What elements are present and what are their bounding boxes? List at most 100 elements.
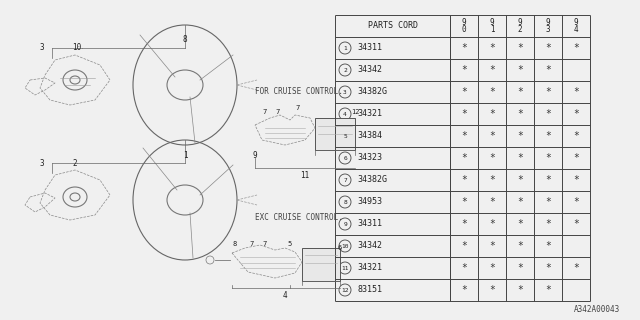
Text: 9
3: 9 3 [546,18,550,35]
Text: 12: 12 [341,287,349,292]
Text: *: * [545,87,551,97]
Text: *: * [545,131,551,141]
Text: 34311: 34311 [357,44,382,52]
Text: 7: 7 [250,241,254,247]
Text: *: * [489,65,495,75]
Text: *: * [545,109,551,119]
Text: 34953: 34953 [357,197,382,206]
Text: *: * [573,197,579,207]
Text: 4: 4 [343,111,347,116]
Text: *: * [461,65,467,75]
Text: FOR CRUISE CONTROL.: FOR CRUISE CONTROL. [255,87,343,97]
Text: *: * [461,285,467,295]
Text: 4: 4 [283,291,287,300]
Text: *: * [489,43,495,53]
Text: *: * [461,241,467,251]
Text: *: * [545,43,551,53]
Text: *: * [489,219,495,229]
Text: 34321: 34321 [357,263,382,273]
Text: *: * [517,241,523,251]
Text: 9
1: 9 1 [490,18,494,35]
Text: *: * [489,241,495,251]
Text: *: * [461,219,467,229]
Bar [302,248,340,281]
Text: 3: 3 [343,90,347,94]
Text: 34321: 34321 [357,109,382,118]
Text: 6: 6 [343,156,347,161]
Text: 8: 8 [233,241,237,247]
Text: *: * [517,43,523,53]
Text: *: * [461,43,467,53]
Text: *: * [489,263,495,273]
Text: *: * [517,65,523,75]
Text: 3: 3 [40,158,44,167]
Text: *: * [545,263,551,273]
Text: *: * [545,153,551,163]
Text: *: * [573,109,579,119]
Text: *: * [545,241,551,251]
Text: *: * [517,87,523,97]
Text: 83151: 83151 [357,285,382,294]
Text: *: * [573,43,579,53]
Text: PARTS CORD: PARTS CORD [367,21,417,30]
Text: 6: 6 [338,245,342,251]
Text: 34342: 34342 [357,66,382,75]
Text: *: * [461,87,467,97]
Text: *: * [517,131,523,141]
Text: *: * [573,263,579,273]
Text: *: * [489,175,495,185]
Text: 9
0: 9 0 [461,18,467,35]
Text: *: * [573,153,579,163]
Text: 34342: 34342 [357,242,382,251]
Text: 5: 5 [343,133,347,139]
Text: 9
2: 9 2 [518,18,522,35]
Text: 1: 1 [343,45,347,51]
Text: 34323: 34323 [357,154,382,163]
Text: *: * [461,197,467,207]
Text: *: * [545,175,551,185]
Text: *: * [489,87,495,97]
Text: *: * [489,153,495,163]
Text: 34384: 34384 [357,132,382,140]
Text: 34382G: 34382G [357,87,387,97]
Text: *: * [489,131,495,141]
Text: 34311: 34311 [357,220,382,228]
Text: 11: 11 [300,171,310,180]
Text: *: * [545,65,551,75]
Text: 12: 12 [351,109,359,115]
Text: *: * [461,263,467,273]
Text: *: * [517,153,523,163]
Text: *: * [573,175,579,185]
Text: 7: 7 [343,178,347,182]
Text: *: * [517,285,523,295]
Text: *: * [517,109,523,119]
Text: *: * [461,153,467,163]
Text: *: * [573,131,579,141]
Text: *: * [517,219,523,229]
Bar [315,118,355,150]
Text: *: * [517,263,523,273]
Text: *: * [545,285,551,295]
Text: *: * [489,285,495,295]
Text: 7: 7 [276,109,280,115]
Text: *: * [489,109,495,119]
Text: 7: 7 [296,105,300,111]
Text: *: * [545,197,551,207]
Text: 7: 7 [263,109,267,115]
Text: 1: 1 [182,150,188,159]
Text: 3: 3 [40,44,44,52]
Text: *: * [461,109,467,119]
Text: *: * [573,219,579,229]
Text: *: * [461,175,467,185]
Text: 9: 9 [343,221,347,227]
Text: 2: 2 [343,68,347,73]
Text: 7: 7 [263,241,267,247]
Text: *: * [517,197,523,207]
Text: 8: 8 [182,36,188,44]
Text: 9: 9 [253,150,257,159]
Text: 9
4: 9 4 [573,18,579,35]
Text: 5: 5 [288,241,292,247]
Text: 34382G: 34382G [357,175,387,185]
Text: A342A00043: A342A00043 [573,306,620,315]
Text: 8: 8 [343,199,347,204]
